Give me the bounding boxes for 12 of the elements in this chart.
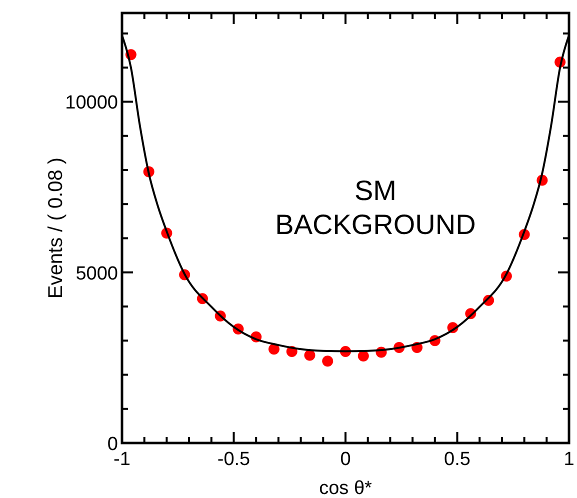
y-tick-label: 5000 (76, 263, 118, 284)
point (304, 350, 316, 361)
point (358, 350, 369, 362)
y-axis-title: Events / ( 0.08 ) (45, 157, 67, 299)
point (322, 356, 334, 367)
x-tick-label: 1 (564, 449, 574, 470)
annotation: SM BACKGROUND (275, 175, 476, 240)
x-tick-label: 0 (340, 449, 351, 470)
x-tick-label: 0.5 (444, 449, 470, 470)
y-tick-label: 10000 (65, 92, 118, 114)
x-tick-label: -0.5 (217, 449, 250, 470)
x-axis-title: cos θ* (319, 478, 373, 498)
